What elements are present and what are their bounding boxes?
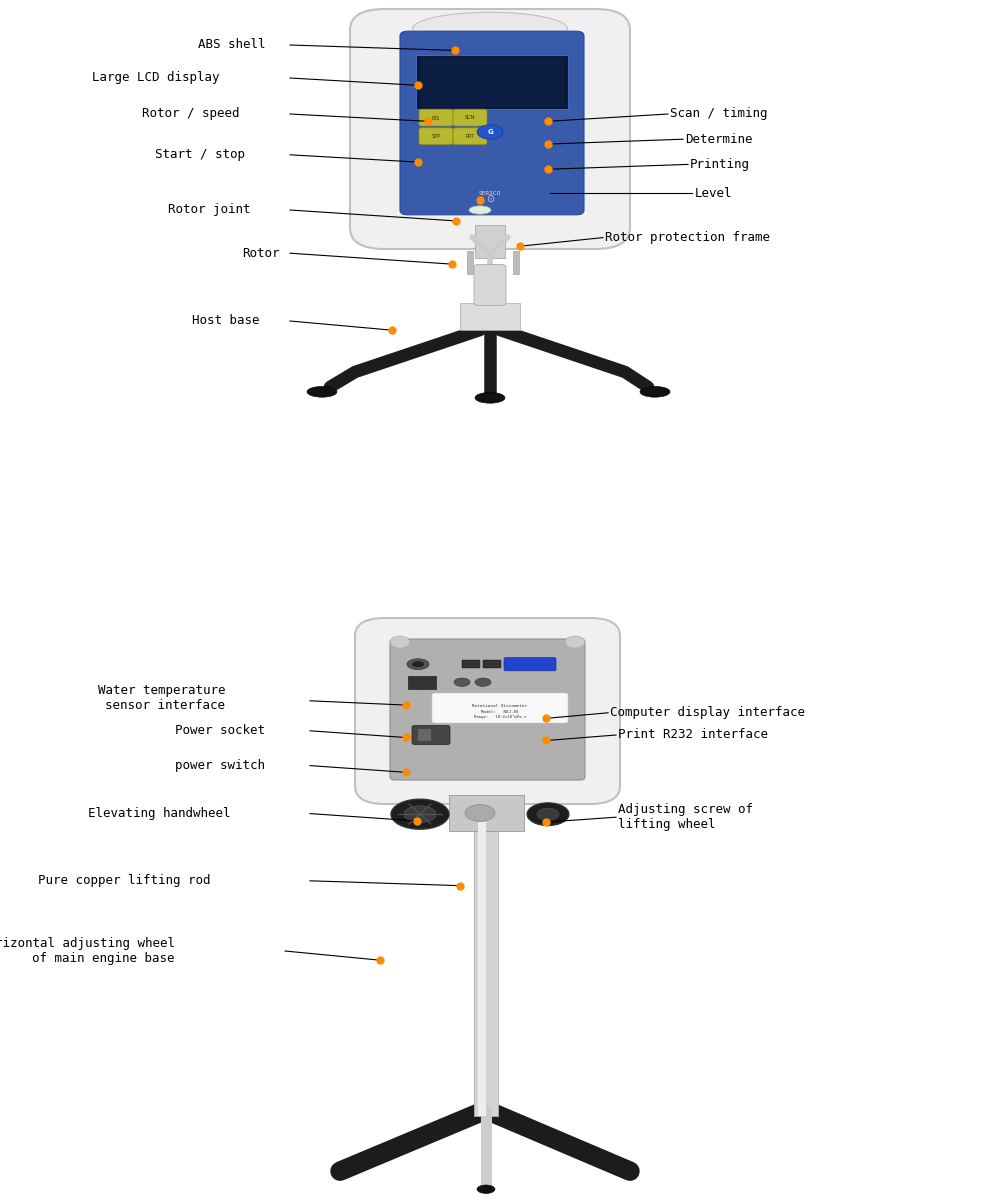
Text: Large LCD display: Large LCD display — [92, 72, 220, 84]
Ellipse shape — [412, 661, 424, 667]
Ellipse shape — [475, 392, 505, 403]
Text: power switch: power switch — [175, 760, 265, 772]
FancyBboxPatch shape — [453, 127, 487, 144]
FancyBboxPatch shape — [419, 127, 453, 144]
Text: Printing: Printing — [690, 158, 750, 170]
Text: Level: Level — [695, 187, 732, 199]
Text: ABS shell: ABS shell — [198, 38, 265, 52]
Text: PRT: PRT — [466, 133, 474, 139]
Text: G: G — [487, 128, 493, 134]
Ellipse shape — [469, 205, 491, 214]
Ellipse shape — [477, 125, 503, 139]
FancyBboxPatch shape — [474, 264, 506, 305]
Ellipse shape — [527, 803, 569, 826]
Text: Rotor joint: Rotor joint — [168, 204, 250, 216]
Bar — [449, 794, 524, 830]
Text: Scan / timing: Scan / timing — [670, 108, 768, 120]
Bar — [513, 251, 519, 274]
Text: Rotational Viscometer: Rotational Viscometer — [472, 704, 528, 708]
Text: Rotor / speed: Rotor / speed — [143, 108, 240, 120]
FancyBboxPatch shape — [350, 8, 630, 248]
Bar — [462, 660, 480, 668]
Text: Rotor: Rotor — [242, 247, 280, 259]
FancyBboxPatch shape — [453, 109, 487, 126]
FancyBboxPatch shape — [355, 618, 620, 804]
Ellipse shape — [640, 386, 670, 397]
Bar — [478, 822, 486, 1116]
Ellipse shape — [413, 12, 568, 46]
Bar — [467, 251, 473, 274]
Text: Computer display interface: Computer display interface — [610, 707, 805, 719]
FancyBboxPatch shape — [504, 658, 556, 671]
Text: Adjusting screw of
lifting wheel: Adjusting screw of lifting wheel — [618, 803, 753, 832]
Text: SCN: SCN — [465, 115, 475, 120]
Circle shape — [565, 636, 585, 648]
Ellipse shape — [307, 386, 337, 397]
Text: Range:   10~2x10⁶mPa.s: Range: 10~2x10⁶mPa.s — [474, 715, 526, 719]
Text: STP: STP — [432, 133, 440, 139]
Bar — [460, 302, 520, 330]
Bar — [418, 728, 431, 740]
Text: Start / stop: Start / stop — [155, 149, 245, 161]
Ellipse shape — [454, 678, 470, 686]
FancyBboxPatch shape — [419, 109, 453, 126]
Text: Host base: Host base — [192, 314, 260, 328]
Ellipse shape — [391, 799, 449, 829]
Bar — [475, 226, 505, 258]
Bar — [420, 58, 564, 107]
Ellipse shape — [537, 809, 559, 821]
Ellipse shape — [477, 1186, 495, 1193]
FancyBboxPatch shape — [432, 692, 568, 722]
FancyBboxPatch shape — [412, 725, 450, 744]
Text: Horizontal adjusting wheel
of main engine base: Horizontal adjusting wheel of main engin… — [0, 937, 175, 965]
Bar — [474, 822, 498, 1116]
Text: Rotor protection frame: Rotor protection frame — [605, 232, 770, 244]
Text: ⊙: ⊙ — [486, 194, 494, 204]
Text: R/S: R/S — [432, 115, 440, 120]
Text: Power socket: Power socket — [175, 725, 265, 737]
Text: Model:   NDJ-8S: Model: NDJ-8S — [481, 710, 519, 714]
Bar — [408, 676, 436, 689]
Text: Water temperature
sensor interface: Water temperature sensor interface — [98, 684, 225, 713]
Text: Elevating handwheel: Elevating handwheel — [88, 808, 230, 820]
Ellipse shape — [407, 659, 429, 670]
Ellipse shape — [475, 678, 491, 686]
FancyBboxPatch shape — [390, 638, 585, 780]
Bar — [416, 55, 568, 109]
Circle shape — [390, 636, 410, 648]
Text: Pure copper lifting rod: Pure copper lifting rod — [38, 875, 210, 887]
Ellipse shape — [465, 804, 495, 821]
Text: Determine: Determine — [685, 133, 753, 145]
Bar — [483, 660, 501, 668]
Text: Print R232 interface: Print R232 interface — [618, 728, 768, 742]
Text: SERICO: SERICO — [479, 191, 501, 196]
FancyBboxPatch shape — [400, 31, 584, 215]
Ellipse shape — [404, 806, 436, 823]
